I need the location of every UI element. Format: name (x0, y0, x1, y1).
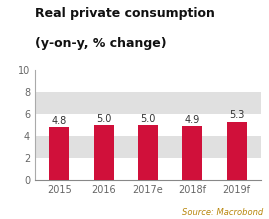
Bar (35, 114, 261, 136)
Text: Real private consumption: Real private consumption (35, 7, 215, 19)
Text: 5.3: 5.3 (229, 110, 244, 120)
Bar (182, 126, 202, 180)
Bar (35, 70, 261, 92)
Bar (49, 127, 69, 180)
Bar (226, 122, 246, 180)
Text: Source: Macrobond: Source: Macrobond (182, 208, 264, 217)
Bar (35, 136, 261, 158)
Bar (35, 92, 261, 114)
Text: 5.0: 5.0 (140, 113, 156, 124)
Bar (94, 125, 114, 180)
Text: 5.0: 5.0 (96, 113, 111, 124)
Bar (138, 125, 158, 180)
Text: 4.8: 4.8 (52, 116, 67, 126)
Text: (y-on-y, % change): (y-on-y, % change) (35, 37, 167, 50)
Bar (35, 158, 261, 180)
Text: 4.9: 4.9 (185, 115, 200, 125)
